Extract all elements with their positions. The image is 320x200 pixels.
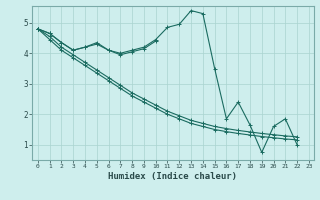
X-axis label: Humidex (Indice chaleur): Humidex (Indice chaleur) xyxy=(108,172,237,181)
